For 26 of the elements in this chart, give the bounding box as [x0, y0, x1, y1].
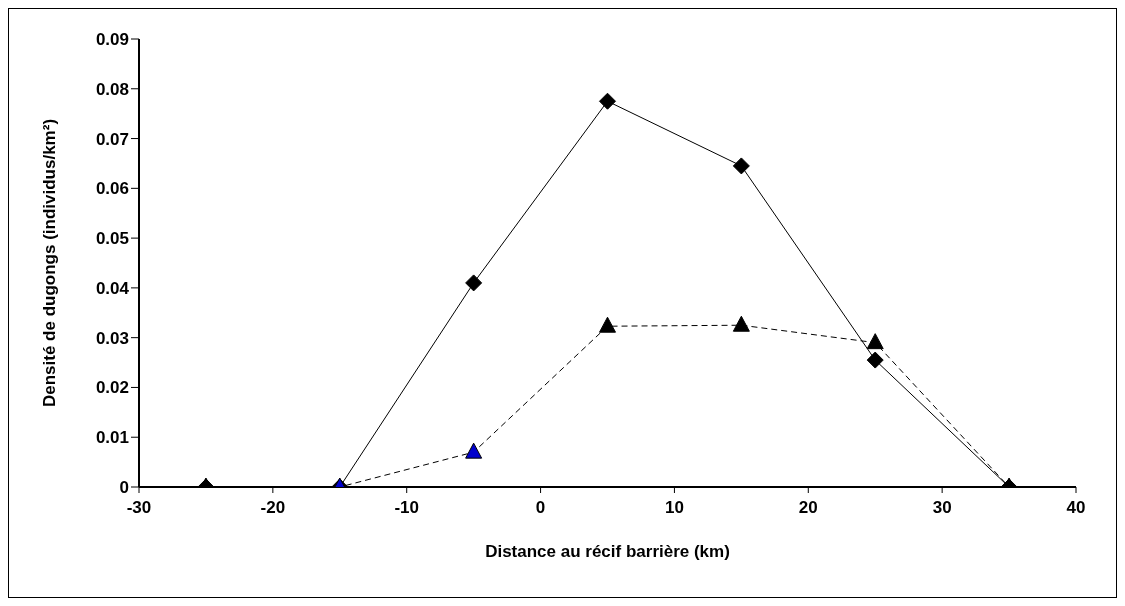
y-tick-label: 0.01 [95, 428, 129, 448]
point [465, 274, 483, 292]
point [866, 333, 884, 350]
y-tick-label: 0.07 [95, 129, 129, 149]
point [732, 315, 750, 332]
point [599, 316, 616, 333]
x-tick-label: 40 [1066, 498, 1086, 518]
x-tick-label: -10 [394, 498, 419, 518]
y-axis-title: Densité de dugongs (individus/km²) [40, 118, 60, 408]
y-tick-label: 0.02 [95, 378, 129, 398]
x-tick-label: -20 [260, 498, 286, 518]
x-tick-label: 0 [535, 498, 546, 518]
y-tick-label: 0.05 [95, 229, 129, 249]
y-tick-label: 0.03 [95, 328, 129, 348]
y-tick-label: 0 [119, 478, 129, 498]
y-tick-label: 0.09 [95, 30, 129, 50]
y-tick-label: 0.08 [95, 79, 129, 99]
x-tick-label: 30 [932, 498, 952, 518]
y-tick-label: 0.04 [95, 278, 130, 298]
x-tick-label: -30 [126, 498, 152, 518]
x-axis-title: Distance au récif barrière (km) [485, 542, 730, 561]
x-tick-label: 10 [664, 498, 684, 518]
x-tick-label: 20 [798, 498, 818, 518]
point [732, 157, 750, 175]
point [599, 92, 616, 110]
y-tick-label: 0.06 [95, 179, 129, 199]
